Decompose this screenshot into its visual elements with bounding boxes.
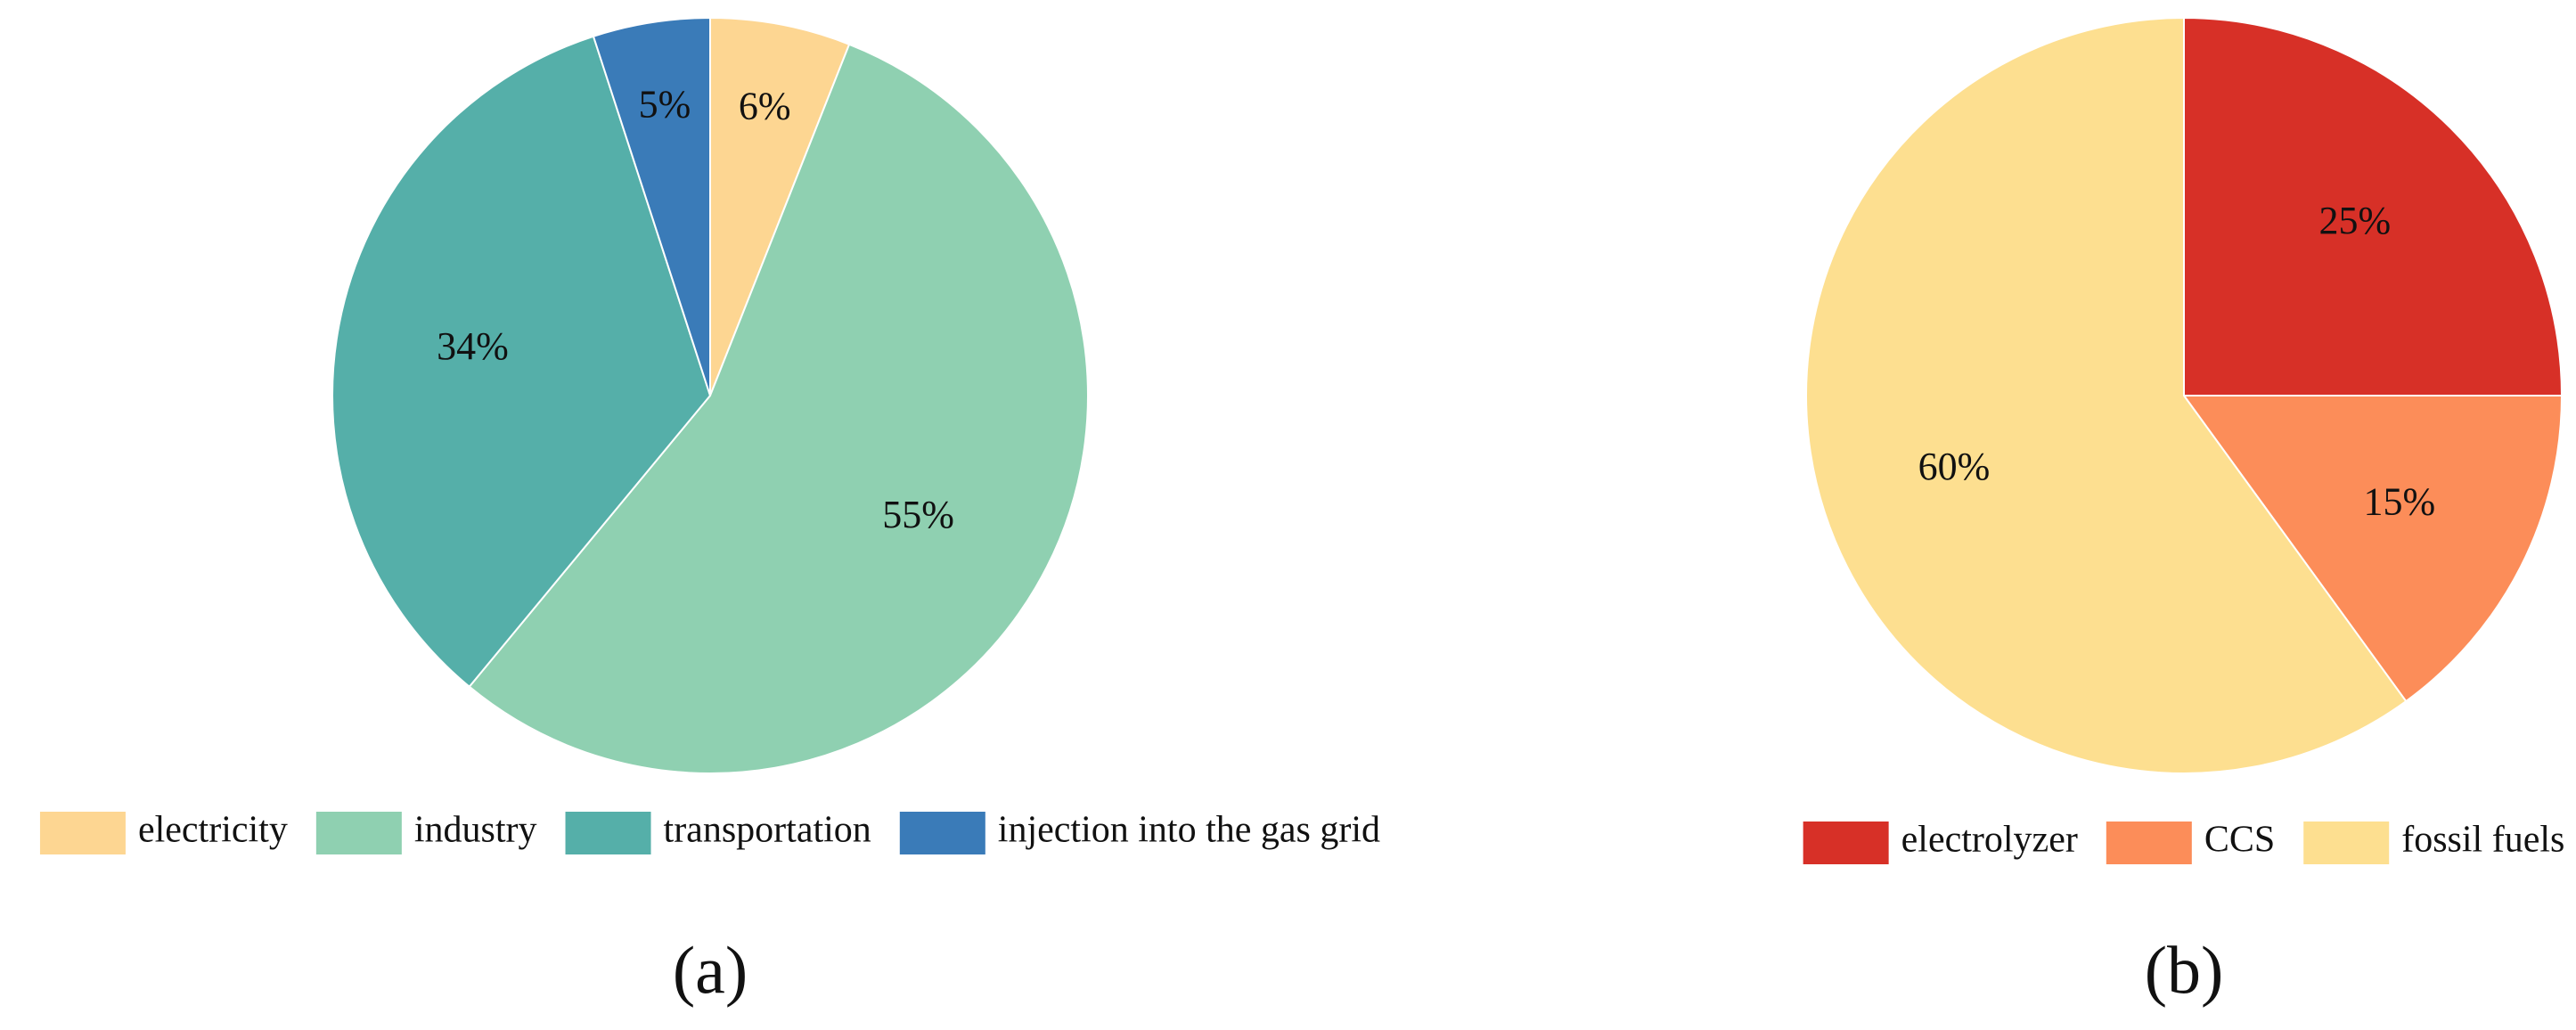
pie-slice [331, 35, 712, 689]
legend-label: CCS [2204, 820, 2275, 861]
legend-label: transportation [664, 810, 871, 851]
slice-label: 6% [739, 84, 791, 127]
legend-swatch [2303, 822, 2390, 864]
slice-label: 60% [1918, 445, 1991, 488]
pie-slice [2183, 16, 2564, 396]
legend-swatch [315, 812, 402, 854]
legend-label: electricity [138, 810, 288, 851]
legend-swatch [565, 812, 651, 854]
legend-label: fossil fuels [2401, 820, 2564, 861]
slice-label: 15% [2363, 479, 2435, 523]
legend-swatch [2106, 822, 2192, 864]
pie-chart: 6% 55% 34% 5% [331, 16, 1089, 774]
caption: (a) [673, 933, 748, 1008]
pie-slice [709, 16, 851, 396]
slice-label: 55% [882, 493, 954, 536]
legend: electricity industry transportation injecti… [39, 810, 1380, 854]
pie-slice [592, 16, 711, 396]
legend-swatch [899, 812, 985, 854]
legend-label: industry [414, 810, 537, 851]
pie-slice [1805, 16, 2408, 774]
legend: electrolyzer CCS fossil fuels [1803, 820, 2564, 864]
slice-label: 25% [2319, 199, 2392, 242]
pie-slice [2182, 395, 2564, 703]
pie-chart: 25% 15% 60% [1805, 16, 2564, 774]
slice-label: 34% [437, 324, 509, 368]
slice-label: 5% [639, 83, 691, 127]
legend-swatch [39, 812, 126, 854]
legend-swatch [1803, 822, 1889, 864]
legend-label: injection into the gas grid [998, 810, 1380, 851]
pie-slice [468, 43, 1089, 774]
caption: (b) [2145, 933, 2224, 1008]
legend-label: electrolyzer [1901, 820, 2078, 861]
